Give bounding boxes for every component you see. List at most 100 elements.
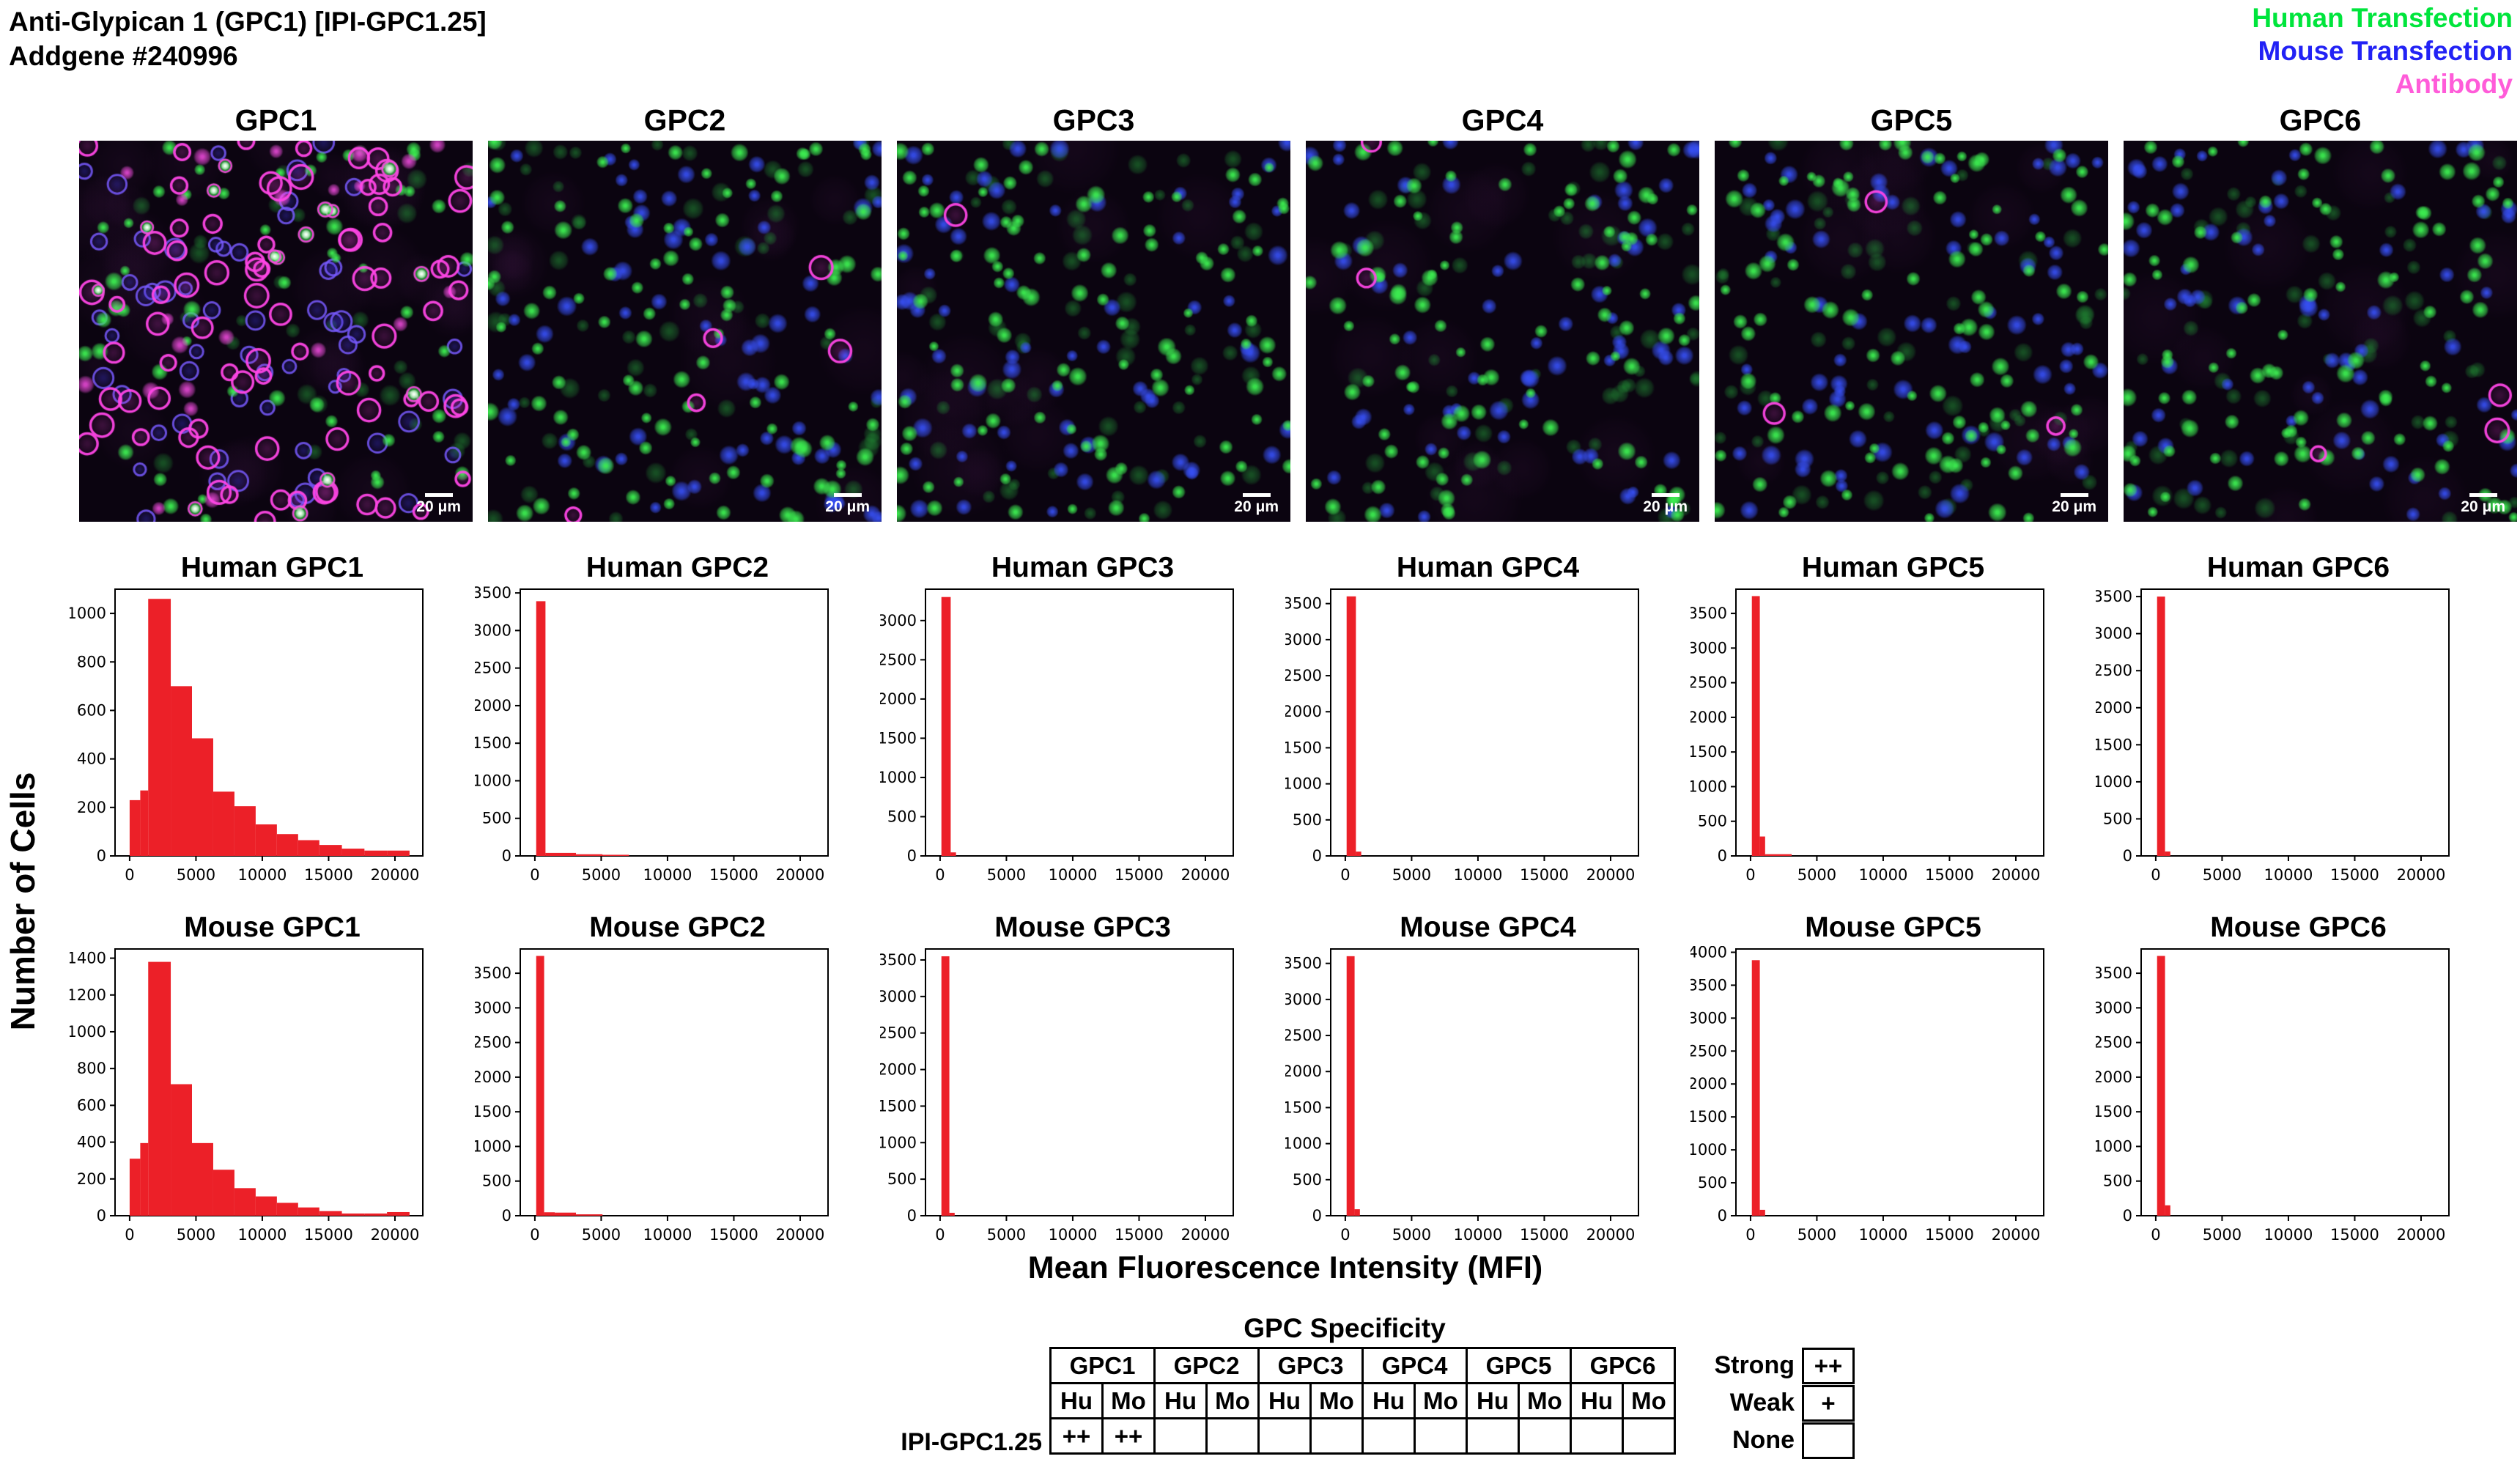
svg-text:1500: 1500 (1691, 743, 1727, 761)
histogram-panel-human-gpc5: Human GPC5 0 500 1000 1500 2000 2500 3000 3500 0 5… (1688, 551, 2096, 892)
microscopy-panel-title: GPC4 (1461, 103, 1544, 137)
svg-text:0: 0 (1718, 1207, 1727, 1225)
svg-text:15000: 15000 (1925, 866, 1974, 884)
svg-text:2500: 2500 (880, 651, 917, 668)
histogram-plot: 0 500 1000 1500 2000 2500 3000 3500 4000 0 5000 100… (1688, 943, 2044, 1244)
microscopy-panel-title: GPC1 (234, 103, 317, 137)
table-value-cell-5 (1309, 1417, 1364, 1455)
svg-text:20000: 20000 (371, 866, 420, 884)
svg-text:0: 0 (125, 1226, 134, 1244)
svg-text:2500: 2500 (2096, 1034, 2132, 1052)
histogram-plot: 0 500 1000 1500 2000 2500 3000 0 5000 10000 15000 2… (878, 588, 1234, 884)
microscopy-canvas-gpc1 (79, 141, 473, 522)
scale-bar: 20 μm (1643, 493, 1688, 516)
svg-text:0: 0 (502, 1207, 511, 1225)
svg-text:3500: 3500 (475, 586, 511, 602)
table-header-gpc1: GPC1 (1049, 1347, 1156, 1384)
table-subheader-gpc5-mo: Mo (1518, 1382, 1572, 1419)
microscopy-image-gpc2: 20 μm (488, 141, 882, 522)
legend-antibody: Antibody (2395, 69, 2513, 99)
table-value-row: ++ ++ (1049, 1417, 1676, 1455)
svg-text:1500: 1500 (1691, 1108, 1727, 1126)
specificity-table-title: GPC Specificity (1244, 1313, 1446, 1343)
svg-text:3500: 3500 (2096, 588, 2132, 605)
svg-text:1400: 1400 (70, 950, 106, 967)
svg-text:1000: 1000 (475, 772, 511, 789)
histogram-panel-human-gpc2: Human GPC2 0 500 1000 1500 2000 2500 3000 3500 0 5… (473, 551, 880, 892)
svg-text:10000: 10000 (1454, 1226, 1503, 1244)
table-value-cell-4 (1257, 1417, 1312, 1455)
histogram-panel-mouse-gpc2: Mouse GPC2 0 500 1000 1500 2000 2500 3000 3500 0 5… (473, 911, 880, 1252)
scale-bar-label: 20 μm (2052, 498, 2096, 515)
svg-text:2500: 2500 (475, 1034, 511, 1052)
table-subheader-gpc3-mo: Mo (1309, 1382, 1364, 1419)
svg-text:0: 0 (502, 847, 511, 865)
histogram-row-mouse: Mouse GPC1 0 200 400 600 800 1000 1200 1400 0 5000… (67, 911, 2501, 1252)
svg-text:20000: 20000 (776, 1226, 825, 1244)
svg-text:1000: 1000 (880, 769, 917, 786)
svg-text:15000: 15000 (2330, 1226, 2379, 1244)
svg-text:10000: 10000 (1454, 866, 1503, 884)
svg-text:20000: 20000 (1992, 1226, 2041, 1244)
svg-text:1500: 1500 (475, 734, 511, 752)
table-subheader-gpc6-hu: Hu (1570, 1382, 1624, 1419)
svg-text:20000: 20000 (1586, 1226, 1636, 1244)
svg-text:3000: 3000 (475, 621, 511, 639)
histogram-plot: 0 200 400 600 800 1000 1200 1400 0 5000 10000 15000… (67, 948, 424, 1244)
svg-text:600: 600 (77, 1096, 106, 1114)
table-header-gpc5: GPC5 (1466, 1347, 1572, 1384)
figure-subtitle: Addgene #240996 (9, 41, 238, 71)
svg-text:5000: 5000 (1392, 866, 1431, 884)
svg-text:15000: 15000 (1115, 1226, 1164, 1244)
svg-text:2000: 2000 (475, 1068, 511, 1086)
table-header-gpc6: GPC6 (1570, 1347, 1676, 1384)
svg-text:1000: 1000 (70, 1023, 106, 1041)
svg-text:2500: 2500 (1285, 667, 1322, 684)
svg-text:3000: 3000 (1691, 1009, 1727, 1027)
svg-text:2500: 2500 (1691, 1042, 1727, 1060)
svg-text:3000: 3000 (880, 988, 917, 1005)
key-box-strong: ++ (1802, 1347, 1855, 1384)
svg-text:1000: 1000 (70, 605, 106, 622)
svg-text:1000: 1000 (1285, 1135, 1322, 1153)
table-header-row: GPC1 GPC2 GPC3 GPC4 GPC5 GPC6 (1049, 1347, 1676, 1384)
svg-text:20000: 20000 (1181, 1226, 1230, 1244)
microscopy-image-gpc4: 20 μm (1306, 141, 1699, 522)
svg-text:500: 500 (1698, 1174, 1727, 1192)
table-value-cell-6 (1361, 1417, 1416, 1455)
table-value-cell-8 (1466, 1417, 1520, 1455)
table-value-cell-7 (1414, 1417, 1468, 1455)
svg-text:5000: 5000 (1797, 866, 1836, 884)
svg-text:20000: 20000 (371, 1226, 420, 1244)
microscopy-panel-title: GPC6 (2279, 103, 2362, 137)
table-subheader-gpc1-hu: Hu (1049, 1382, 1104, 1419)
svg-text:2000: 2000 (1285, 703, 1322, 720)
table-subheader-gpc4-hu: Hu (1361, 1382, 1416, 1419)
svg-text:3000: 3000 (2096, 625, 2132, 643)
svg-text:5000: 5000 (2203, 866, 2242, 884)
histogram-plot: 0 500 1000 1500 2000 2500 3000 3500 0 5000 10000 15… (878, 948, 1234, 1244)
svg-text:800: 800 (77, 1060, 106, 1077)
svg-text:0: 0 (2151, 1226, 2160, 1244)
svg-text:10000: 10000 (643, 1226, 692, 1244)
svg-text:10000: 10000 (1049, 1226, 1098, 1244)
key-row-strong: Strong ++ (1698, 1347, 1855, 1384)
svg-text:20000: 20000 (2397, 866, 2446, 884)
microscopy-panel-gpc4: GPC4 20 μm (1306, 103, 1699, 522)
svg-text:10000: 10000 (2264, 866, 2313, 884)
svg-text:5000: 5000 (177, 1226, 215, 1244)
svg-text:0: 0 (2123, 847, 2132, 865)
svg-text:2000: 2000 (880, 1061, 917, 1079)
microscopy-panel-gpc2: GPC2 20 μm (488, 103, 882, 522)
key-box-none (1802, 1422, 1855, 1459)
legend-mouse-transfection: Mouse Transfection (2258, 36, 2513, 66)
histogram-panel-mouse-gpc1: Mouse GPC1 0 200 400 600 800 1000 1200 1400 0 5000… (67, 911, 475, 1252)
histogram-title: Human GPC4 (1396, 552, 1580, 583)
histogram-title: Mouse GPC2 (589, 912, 766, 943)
histogram-title: Human GPC1 (180, 552, 364, 583)
svg-text:3500: 3500 (1285, 595, 1322, 613)
svg-text:4000: 4000 (1691, 946, 1727, 961)
microscopy-panel-gpc6: GPC6 20 μm (2124, 103, 2517, 522)
histogram-plot: 0 500 1000 1500 2000 2500 3000 3500 0 5000 10000 15… (473, 584, 829, 884)
svg-text:500: 500 (2103, 1172, 2132, 1190)
